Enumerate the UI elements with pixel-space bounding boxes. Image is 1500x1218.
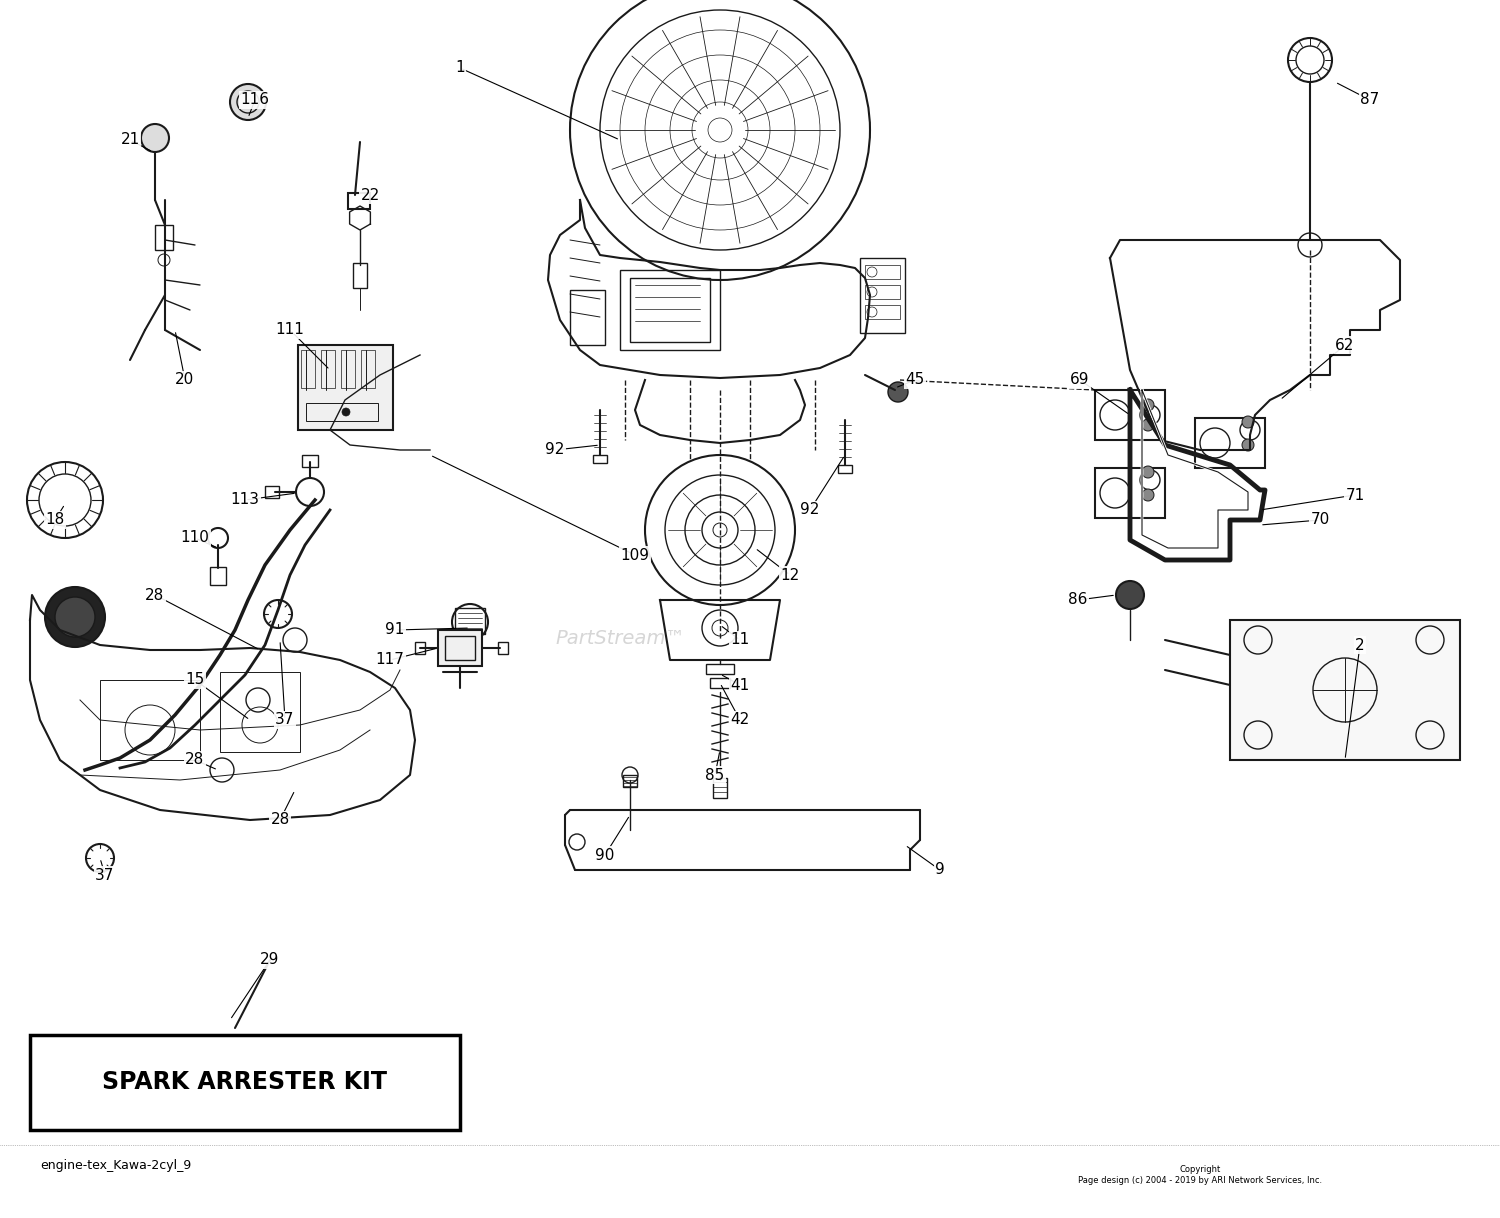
Text: 2: 2: [1354, 637, 1365, 653]
Bar: [362, 350, 375, 389]
Text: 15: 15: [186, 672, 204, 687]
Text: 70: 70: [1311, 513, 1329, 527]
Text: 18: 18: [45, 513, 64, 527]
Text: 92: 92: [801, 503, 819, 518]
Text: 90: 90: [596, 848, 615, 862]
Bar: [622, 775, 638, 787]
Bar: [630, 278, 710, 342]
Bar: [100, 680, 200, 760]
Text: 20: 20: [176, 373, 195, 387]
Bar: [1196, 418, 1264, 468]
Text: 12: 12: [780, 568, 800, 582]
Bar: [446, 636, 476, 660]
Text: 28: 28: [270, 812, 290, 827]
Bar: [706, 664, 734, 674]
Circle shape: [56, 597, 94, 637]
Bar: [1095, 468, 1166, 518]
Circle shape: [1142, 488, 1154, 501]
Circle shape: [1242, 438, 1254, 451]
Bar: [570, 290, 604, 345]
Bar: [266, 486, 279, 498]
Text: 37: 37: [96, 867, 114, 883]
Bar: [352, 263, 368, 287]
Bar: [220, 672, 300, 752]
Bar: [454, 608, 484, 635]
Text: 45: 45: [906, 373, 924, 387]
Text: 62: 62: [1335, 337, 1354, 352]
Text: 111: 111: [276, 323, 304, 337]
Circle shape: [1142, 400, 1154, 410]
Bar: [298, 345, 393, 430]
Bar: [865, 304, 900, 319]
Text: 71: 71: [1346, 487, 1365, 503]
Circle shape: [1142, 419, 1154, 431]
Bar: [340, 350, 356, 389]
Text: 85: 85: [705, 767, 724, 782]
Bar: [1095, 390, 1166, 440]
Text: Copyright
Page design (c) 2004 - 2019 by ARI Network Services, Inc.: Copyright Page design (c) 2004 - 2019 by…: [1078, 1166, 1322, 1185]
Circle shape: [888, 382, 908, 402]
Bar: [302, 456, 318, 466]
Bar: [416, 642, 424, 654]
Bar: [859, 258, 904, 333]
Text: engine-tex_Kawa-2cyl_9: engine-tex_Kawa-2cyl_9: [40, 1158, 192, 1172]
Bar: [321, 350, 334, 389]
Circle shape: [1142, 466, 1154, 477]
Text: 37: 37: [276, 713, 294, 727]
Text: 41: 41: [730, 677, 750, 693]
Circle shape: [45, 587, 105, 647]
Bar: [30, 1035, 460, 1130]
Text: 117: 117: [375, 653, 405, 667]
Text: 91: 91: [386, 622, 405, 637]
Text: 1: 1: [454, 61, 465, 76]
Text: 11: 11: [730, 632, 750, 648]
Circle shape: [342, 408, 350, 417]
Bar: [302, 350, 315, 389]
Bar: [1230, 620, 1460, 760]
Text: 113: 113: [231, 492, 260, 508]
Bar: [865, 266, 900, 279]
Text: 109: 109: [621, 548, 650, 563]
Text: 92: 92: [546, 442, 564, 458]
Text: 116: 116: [240, 93, 270, 107]
Text: 28: 28: [186, 753, 204, 767]
Bar: [154, 225, 172, 250]
Text: PartStream™: PartStream™: [555, 628, 686, 648]
Bar: [592, 456, 608, 463]
Bar: [839, 465, 852, 473]
Bar: [438, 630, 482, 666]
Text: 42: 42: [730, 713, 750, 727]
Text: SPARK ARRESTER KIT: SPARK ARRESTER KIT: [102, 1069, 387, 1094]
Text: 29: 29: [261, 952, 279, 967]
Bar: [498, 642, 508, 654]
Text: 69: 69: [1071, 373, 1089, 387]
Circle shape: [1242, 417, 1254, 428]
Bar: [306, 403, 378, 421]
Text: 110: 110: [180, 531, 210, 546]
Text: 9: 9: [934, 862, 945, 877]
Text: 87: 87: [1360, 93, 1380, 107]
Text: 86: 86: [1068, 592, 1088, 608]
Bar: [210, 568, 226, 585]
Circle shape: [1116, 581, 1144, 609]
Bar: [712, 778, 728, 798]
Text: 21: 21: [120, 133, 140, 147]
Bar: [865, 285, 900, 298]
Text: 22: 22: [360, 188, 380, 202]
Bar: [348, 192, 370, 209]
Circle shape: [141, 124, 170, 152]
Text: 28: 28: [146, 587, 165, 603]
Circle shape: [230, 84, 266, 121]
Bar: [710, 678, 730, 688]
Bar: [620, 270, 720, 350]
